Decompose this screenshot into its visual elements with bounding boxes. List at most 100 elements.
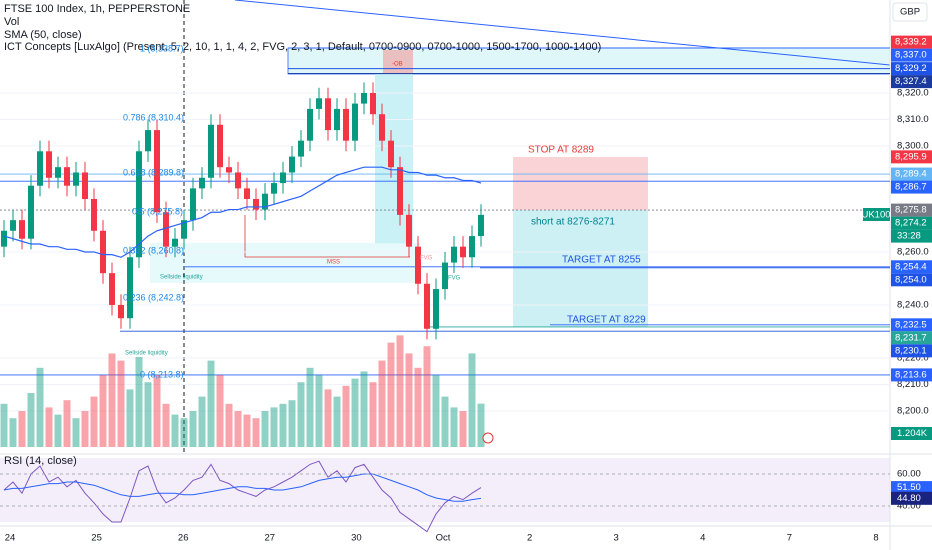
volume-bar: [36, 367, 44, 447]
volume-bar: [387, 342, 395, 447]
candle-body: [118, 304, 124, 319]
candle-body: [190, 188, 196, 221]
candle-body: [199, 177, 205, 189]
price-tag: [891, 35, 932, 49]
volume-bar: [405, 353, 413, 447]
volume-bar: [90, 396, 98, 447]
price-tag: [891, 167, 932, 181]
candle-body: [154, 130, 160, 213]
price-tag: [891, 331, 932, 345]
volume-bar: [18, 411, 26, 447]
volume-bar: [63, 400, 71, 447]
volume-bar: [441, 396, 449, 447]
fib-label: 0.618 (8,289.8): [123, 167, 184, 177]
volume-bar: [171, 414, 179, 447]
date-label: 8: [873, 533, 878, 544]
fib-label: 0.5 (8,275.8): [132, 206, 183, 216]
countdown-bg: [891, 229, 932, 243]
candle-body: [253, 198, 259, 210]
volume-bar: [450, 407, 458, 447]
price-tag: [891, 260, 932, 274]
volume-bar: [234, 411, 242, 447]
candle-body: [343, 108, 349, 141]
volume-bar: [360, 371, 368, 447]
price-tag-label: 8,231.7: [895, 332, 927, 343]
candle-body: [442, 262, 448, 290]
symbol-tag: [863, 208, 890, 221]
volume-bar: [279, 403, 287, 447]
candle-body: [406, 214, 412, 247]
symbol-title: FTSE 100 Index, 1h, PEPPERSTONE: [4, 3, 190, 15]
volume-bar: [297, 382, 305, 447]
candle-body: [127, 257, 133, 319]
volume-bar: [162, 403, 170, 447]
ict-legend: ICT Concepts [LuxAlgo] (Present, 5, 2, 1…: [4, 41, 601, 53]
target-label: TARGET AT 8229: [567, 315, 646, 326]
price-tag-label: 8,337.0: [895, 50, 927, 61]
annotation: MSS: [327, 260, 340, 266]
volume-bar: [117, 360, 125, 447]
candle-body: [100, 230, 106, 274]
candle-body: [361, 92, 367, 104]
fib-label: 0 (8,213.8): [140, 369, 184, 379]
volume-bar: [315, 375, 323, 447]
price-tag: [891, 75, 932, 89]
stop-zone: [513, 157, 648, 210]
volume-bar: [270, 407, 278, 447]
date-label: 24: [5, 533, 16, 544]
fib-label: 0.236 (8,242.8): [123, 292, 184, 302]
date-label: 2: [527, 533, 532, 544]
candle-body: [226, 167, 232, 173]
volume-bar: [468, 353, 476, 447]
candle-body: [19, 220, 25, 239]
annotation: Sellside liquidity: [160, 275, 203, 281]
volume-bar: [342, 385, 350, 447]
volume-bar: [153, 375, 161, 447]
sma-legend: SMA (50, close): [4, 29, 82, 41]
price-tag: [891, 62, 932, 76]
volume-bar: [135, 357, 143, 447]
symbol-tag-label: UK100: [861, 210, 890, 221]
mss-line: [244, 215, 410, 258]
volume-bar: [261, 411, 269, 447]
target-label: TARGET AT 8255: [562, 255, 641, 266]
price-tag: [891, 180, 932, 194]
volume-bar: [306, 367, 314, 447]
candle-body: [109, 273, 115, 305]
candle-body: [325, 98, 331, 131]
price-tag-label: 8,213.6: [895, 369, 927, 380]
target-zone: [513, 210, 648, 327]
candle-body: [271, 183, 277, 194]
candle-body: [478, 214, 484, 237]
candle-body: [316, 98, 322, 109]
rsi-ma-line: [3, 473, 482, 502]
y-tick-label: 8,200.0: [897, 405, 929, 416]
candle-body: [145, 130, 151, 152]
stop-label: STOP AT 8289: [528, 145, 594, 156]
date-label: 25: [91, 533, 102, 544]
rsi-tag-label: 44.80: [897, 493, 921, 504]
volume-bar: [369, 382, 377, 447]
price-tag: [891, 273, 932, 287]
candle-body: [262, 193, 268, 210]
alert-icon[interactable]: [482, 432, 494, 444]
currency[interactable]: GBP: [900, 7, 920, 18]
candle-body: [37, 151, 43, 186]
volume-bar: [126, 389, 134, 447]
volume-bar: [189, 411, 197, 447]
date-label: 27: [265, 533, 276, 544]
volume-bar: [288, 400, 296, 447]
sma-line: [3, 166, 482, 258]
candle-body: [64, 167, 70, 186]
rsi-tick-label: 60.00: [897, 469, 921, 480]
entry-label: short at 8276-8271: [531, 217, 615, 228]
candle-body: [55, 167, 61, 178]
candle-body: [379, 114, 385, 141]
volume-bar: [54, 414, 62, 447]
y-tick-label: 8,300.0: [897, 141, 929, 152]
volume-bar: [9, 418, 17, 447]
candle-body: [28, 185, 34, 239]
currency-button[interactable]: [892, 2, 928, 22]
fib-label: 0.382 (8,260.8): [123, 245, 184, 255]
